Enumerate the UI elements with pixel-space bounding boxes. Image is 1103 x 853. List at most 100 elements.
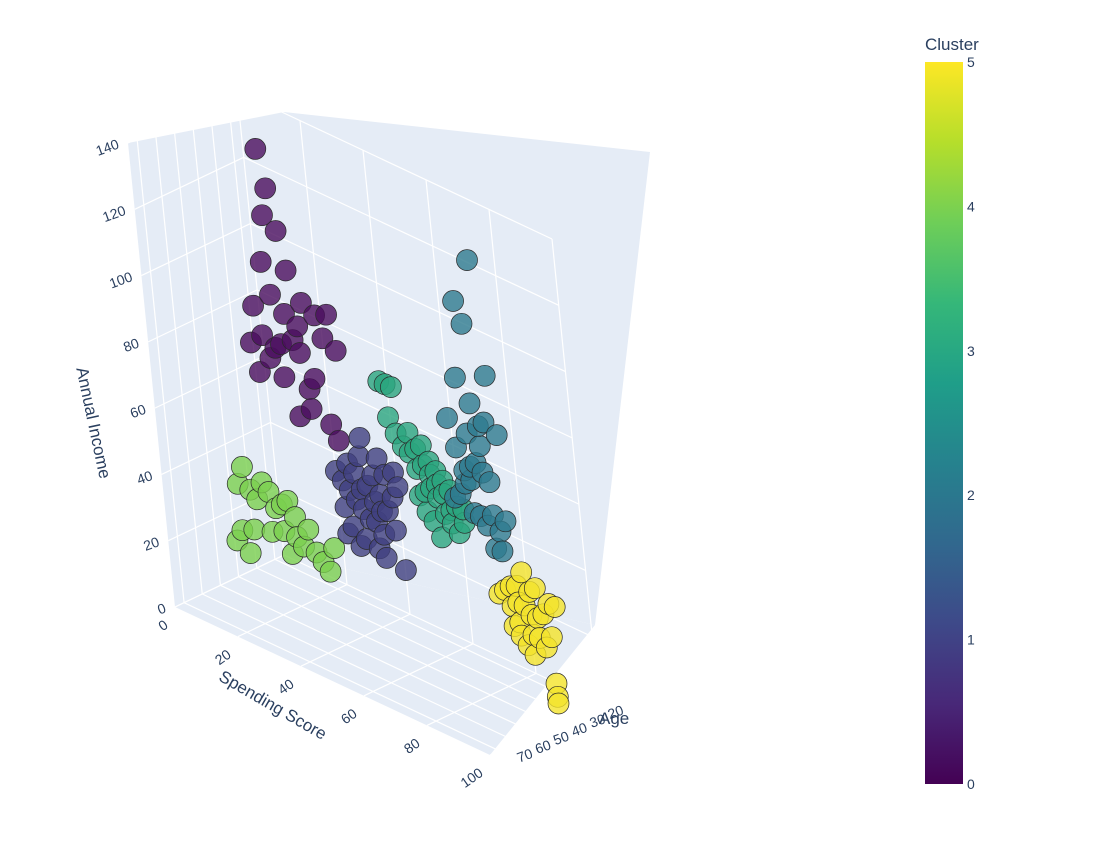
data-point bbox=[244, 138, 267, 160]
data-point bbox=[327, 429, 350, 452]
grid-line-z bbox=[141, 223, 251, 277]
data-point bbox=[239, 542, 262, 564]
tick-label-y: 30 bbox=[587, 710, 607, 730]
grid-line-x bbox=[426, 672, 537, 726]
grid-line-z bbox=[127, 90, 238, 144]
colorbar-tick-label: 3 bbox=[967, 343, 975, 359]
data-point bbox=[494, 510, 517, 533]
data-point bbox=[348, 426, 371, 449]
colorbar-tick-label: 0 bbox=[967, 776, 975, 792]
grid-line-y bbox=[238, 576, 554, 726]
tick-label-z: 40 bbox=[135, 467, 155, 487]
pane-floor bbox=[175, 555, 595, 755]
grid-line-z bbox=[147, 289, 258, 343]
tick-label-x: 80 bbox=[401, 735, 423, 757]
data-point bbox=[251, 324, 273, 347]
tick-label-y: 40 bbox=[569, 719, 589, 739]
tick-label-z: 120 bbox=[100, 202, 128, 225]
data-point bbox=[375, 547, 398, 569]
grid-line-y bbox=[220, 584, 536, 734]
grid-line-y bbox=[190, 112, 240, 577]
grid-line-z bbox=[161, 421, 271, 475]
grid-line-x bbox=[237, 584, 348, 638]
grid-line-y bbox=[172, 121, 222, 586]
grid-line-z bbox=[134, 156, 244, 210]
tick-labels: 0204060801001201400204060801002030405060… bbox=[94, 136, 626, 791]
tick-label-x: 40 bbox=[275, 675, 297, 697]
grid-line-x bbox=[489, 702, 600, 756]
data-point bbox=[478, 471, 501, 494]
tick-label-z: 0 bbox=[155, 600, 168, 618]
data-point bbox=[491, 540, 514, 563]
colorbar-tick-label: 2 bbox=[967, 487, 975, 503]
tick-label-z: 20 bbox=[141, 533, 161, 553]
data-point bbox=[264, 220, 287, 242]
data-point bbox=[249, 251, 272, 273]
axis-title-z: Annual Income bbox=[72, 365, 114, 480]
data-point bbox=[510, 561, 533, 584]
data-point bbox=[347, 445, 370, 468]
tick-label-x: 20 bbox=[212, 646, 234, 668]
grid-line-y bbox=[136, 138, 185, 603]
data-point bbox=[458, 392, 481, 415]
grid-line-z bbox=[236, 90, 553, 240]
tick-label-y: 50 bbox=[551, 728, 571, 748]
colorbar-ticks: 0 1 2 3 4 5 bbox=[967, 54, 975, 792]
data-point bbox=[442, 290, 464, 312]
data-point bbox=[254, 177, 277, 200]
data-point bbox=[395, 559, 417, 581]
tick-label-y: 70 bbox=[515, 745, 535, 765]
data-point bbox=[303, 367, 326, 390]
tick-label-x: 100 bbox=[457, 764, 485, 791]
data-point bbox=[324, 339, 347, 362]
grid-line-y bbox=[154, 129, 203, 595]
data-point bbox=[380, 376, 402, 398]
data-point bbox=[485, 424, 508, 446]
tick-label-x: 60 bbox=[338, 705, 360, 727]
axis-title-x: Spending Score bbox=[216, 667, 330, 744]
data-point bbox=[289, 342, 311, 364]
colorbar bbox=[925, 62, 963, 784]
data-point bbox=[243, 518, 266, 541]
grid-line-z bbox=[243, 156, 559, 306]
data-point bbox=[315, 303, 337, 326]
grid-line-y bbox=[183, 602, 500, 752]
colorbar-title: Cluster bbox=[925, 35, 979, 54]
data-point bbox=[450, 312, 473, 335]
data-point bbox=[444, 366, 466, 389]
data-points bbox=[226, 138, 570, 715]
grid-line-y bbox=[274, 558, 591, 708]
grid-line-y bbox=[201, 593, 518, 743]
colorbar-tick-label: 1 bbox=[967, 632, 975, 648]
data-point bbox=[385, 519, 407, 542]
data-point bbox=[473, 364, 496, 387]
grid-line-x bbox=[551, 238, 600, 704]
axis-title-y: Age bbox=[599, 709, 629, 728]
data-point bbox=[231, 456, 253, 478]
data-point bbox=[543, 596, 566, 618]
data-point bbox=[300, 398, 323, 420]
data-point bbox=[286, 315, 309, 338]
grid-line-y bbox=[256, 567, 573, 717]
data-point bbox=[386, 476, 409, 499]
grid-line-z bbox=[250, 223, 566, 373]
data-point bbox=[319, 560, 342, 583]
data-point bbox=[436, 407, 458, 429]
grid-line-x bbox=[174, 554, 285, 608]
tick-label-z: 140 bbox=[94, 136, 122, 159]
data-point bbox=[274, 259, 297, 282]
data-point bbox=[259, 283, 281, 306]
tick-label-z: 60 bbox=[128, 401, 148, 421]
tick-label-z: 80 bbox=[121, 335, 141, 355]
tick-label-z: 100 bbox=[107, 268, 135, 291]
data-point bbox=[323, 537, 346, 559]
data-point bbox=[523, 577, 546, 600]
tick-label-y: 20 bbox=[605, 702, 625, 722]
data-point bbox=[273, 366, 296, 389]
tick-label-x: 0 bbox=[155, 616, 171, 634]
colorbar-tick-label: 4 bbox=[967, 198, 975, 214]
grid-line-z bbox=[154, 355, 265, 409]
tick-label-y: 60 bbox=[533, 736, 553, 756]
data-point bbox=[251, 204, 273, 227]
